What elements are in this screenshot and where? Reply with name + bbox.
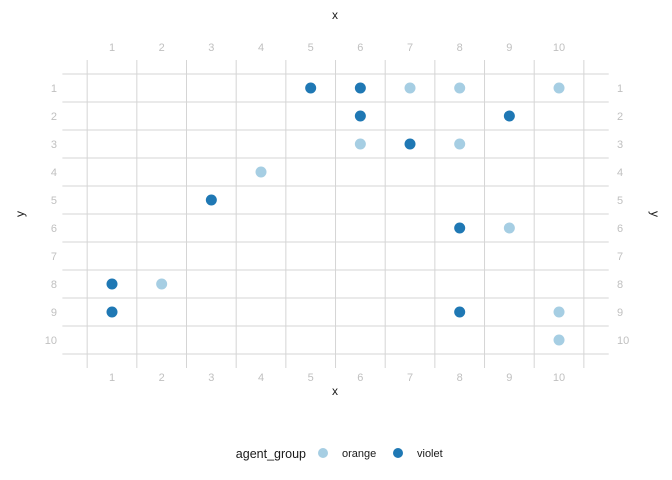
- x-tick-label-top: 2: [159, 42, 165, 54]
- x-axis-title-top: x: [332, 8, 338, 22]
- data-point-orange: [156, 278, 168, 290]
- x-tick-label-bottom: 7: [407, 372, 413, 384]
- x-tick-label-top: 4: [258, 42, 264, 54]
- data-point-violet: [503, 110, 515, 122]
- x-tick-label-bottom: 9: [506, 372, 512, 384]
- y-tick-label-left: 4: [51, 167, 57, 179]
- x-tick-label-top: 8: [457, 42, 463, 54]
- legend-swatch-orange: [318, 448, 328, 458]
- legend-title: agent_group: [236, 447, 306, 461]
- y-tick-label-left: 7: [51, 251, 57, 263]
- y-axis-title-left: y: [13, 211, 27, 217]
- data-point-violet: [305, 82, 317, 94]
- axis-tick-labels: 1 1 2 2 3 3 4 4 5 5 6 6 7 7 8 8 9 9 10 10 1 1 2 2 3 3 4 4 5 5 6 6 7 7 8 8 9 9…: [45, 42, 630, 384]
- y-tick-label-right: 1: [617, 83, 623, 95]
- data-point-violet: [106, 306, 118, 318]
- data-point-violet: [205, 194, 217, 206]
- y-tick-label-right: 2: [617, 111, 623, 123]
- y-tick-label-right: 3: [617, 139, 623, 151]
- y-tick-label-right: 5: [617, 195, 623, 207]
- y-tick-label-right: 9: [617, 307, 623, 319]
- y-tick-label-left: 2: [51, 111, 57, 123]
- data-point-violet: [106, 278, 118, 290]
- x-tick-label-bottom: 4: [258, 372, 264, 384]
- x-tick-label-bottom: 3: [208, 372, 214, 384]
- y-tick-label-left: 6: [51, 223, 57, 235]
- y-tick-label-left: 5: [51, 195, 57, 207]
- x-tick-label-top: 3: [208, 42, 214, 54]
- data-points-layer: [106, 82, 565, 346]
- y-tick-label-left: 8: [51, 279, 57, 291]
- data-point-violet: [354, 110, 366, 122]
- y-tick-label-left: 3: [51, 139, 57, 151]
- x-tick-label-bottom: 2: [159, 372, 165, 384]
- data-point-violet: [404, 138, 416, 150]
- x-tick-label-top: 7: [407, 42, 413, 54]
- x-tick-label-top: 6: [357, 42, 363, 54]
- x-tick-label-bottom: 5: [308, 372, 314, 384]
- data-point-orange: [553, 82, 565, 94]
- data-point-orange: [454, 138, 466, 150]
- y-tick-label-left: 1: [51, 83, 57, 95]
- x-tick-label-top: 5: [308, 42, 314, 54]
- y-tick-label-right: 10: [617, 335, 629, 347]
- y-tick-label-right: 4: [617, 167, 623, 179]
- y-tick-label-right: 8: [617, 279, 623, 291]
- x-tick-label-bottom: 10: [553, 372, 565, 384]
- data-point-orange: [503, 222, 515, 234]
- x-tick-label-top: 1: [109, 42, 115, 54]
- data-point-violet: [454, 222, 466, 234]
- x-tick-label-bottom: 6: [357, 372, 363, 384]
- data-point-orange: [553, 334, 565, 346]
- legend-label-orange: orange: [342, 448, 376, 460]
- x-tick-label-top: 10: [553, 42, 565, 54]
- data-point-orange: [553, 306, 565, 318]
- grid-layer: [62, 60, 609, 368]
- legend: agent_group orange violet: [236, 447, 443, 461]
- data-point-violet: [454, 306, 466, 318]
- y-tick-label-right: 6: [617, 223, 623, 235]
- x-tick-label-bottom: 8: [457, 372, 463, 384]
- data-point-orange: [255, 166, 267, 178]
- y-tick-label-left: 9: [51, 307, 57, 319]
- data-point-orange: [354, 138, 366, 150]
- data-point-violet: [354, 82, 366, 94]
- x-tick-label-top: 9: [506, 42, 512, 54]
- y-tick-label-right: 7: [617, 251, 623, 263]
- data-point-orange: [454, 82, 466, 94]
- legend-swatch-violet: [393, 448, 403, 458]
- legend-label-violet: violet: [417, 448, 443, 460]
- y-tick-label-left: 10: [45, 335, 57, 347]
- data-point-orange: [404, 82, 416, 94]
- y-axis-title-right: y: [648, 211, 662, 217]
- x-tick-label-bottom: 1: [109, 372, 115, 384]
- x-axis-title-bottom: x: [332, 384, 338, 398]
